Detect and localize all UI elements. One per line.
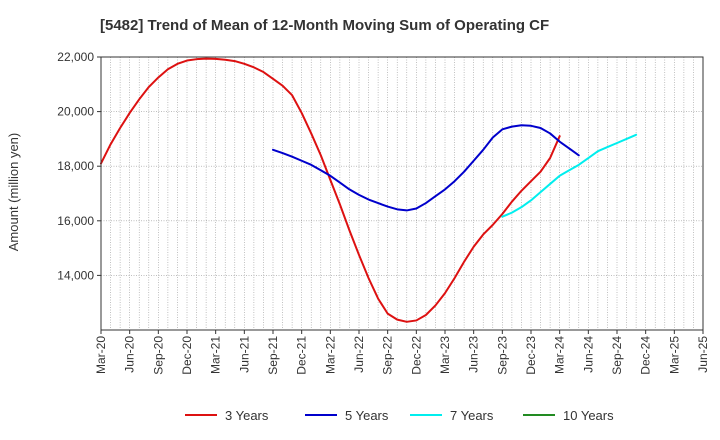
x-tick-label: Sep-24: [610, 336, 624, 375]
series-line-3-years: [100, 57, 561, 323]
y-tick-label: 22,000: [57, 50, 94, 64]
plot-frame: [100, 56, 704, 331]
x-tick-label: Mar-23: [438, 336, 452, 374]
series-line-7-years: [501, 133, 638, 218]
legend-label: 10 Years: [563, 408, 614, 423]
x-tick-label: Sep-23: [495, 336, 509, 375]
y-axis-title: Amount (million yen): [6, 133, 21, 252]
legend-label: 3 Years: [225, 408, 269, 423]
plot-area: [101, 57, 703, 330]
legend-label: 7 Years: [450, 408, 494, 423]
chart-title: [5482] Trend of Mean of 12-Month Moving …: [100, 17, 549, 34]
y-tick-label: 18,000: [57, 159, 94, 173]
x-tick-label: Mar-24: [553, 336, 567, 374]
x-tick-label: Mar-20: [94, 336, 108, 374]
series-group: [100, 57, 638, 323]
grid-lines: [101, 56, 703, 330]
x-axis-ticks: Mar-20 Jun-20 Sep-20 Dec-20 Mar-21 Jun-21 Sep-…: [94, 330, 710, 375]
x-tick-label: Dec-21: [295, 336, 309, 375]
x-tick-label: Jun-22: [352, 336, 366, 373]
x-tick-label: Jun-25: [696, 336, 710, 373]
legend-label: 5 Years: [345, 408, 389, 423]
x-tick-label: Sep-22: [381, 336, 395, 375]
legend: 3 Years 5 Years 7 Years 10 Years: [185, 408, 614, 423]
x-tick-label: Jun-24: [581, 336, 595, 373]
y-axis-ticks: 14,000 16,000 18,000 20,000 22,000: [57, 50, 101, 282]
x-tick-label: Dec-20: [180, 336, 194, 375]
x-tick-label: Jun-23: [467, 336, 481, 373]
x-tick-label: Mar-22: [323, 336, 337, 374]
x-tick-label: Dec-24: [639, 336, 653, 375]
x-tick-label: Jun-20: [123, 336, 137, 373]
x-tick-label: Mar-25: [667, 336, 681, 374]
x-tick-label: Dec-22: [409, 336, 423, 375]
x-tick-label: Sep-21: [266, 336, 280, 375]
x-tick-label: Mar-21: [209, 336, 223, 374]
y-tick-label: 14,000: [57, 268, 94, 282]
y-tick-label: 20,000: [57, 105, 94, 119]
x-tick-label: Sep-20: [151, 336, 165, 375]
x-tick-label: Dec-23: [524, 336, 538, 375]
series-line-5-years: [272, 124, 580, 212]
x-tick-label: Jun-21: [237, 336, 251, 373]
y-tick-label: 16,000: [57, 214, 94, 228]
